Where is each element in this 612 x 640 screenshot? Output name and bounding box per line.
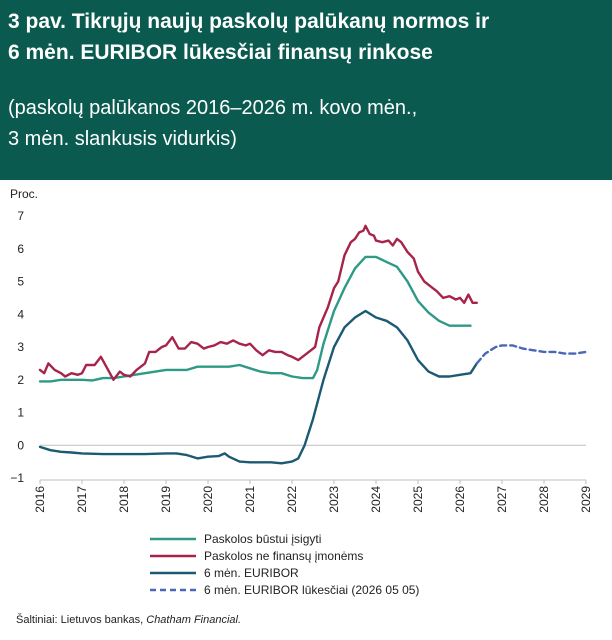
- x-tick-label: 2023: [327, 486, 341, 513]
- x-tick-label: 2027: [495, 486, 509, 513]
- x-tick-label: 2019: [159, 486, 173, 513]
- y-axis-label: Proc.: [10, 187, 38, 201]
- legend-label-4: 6 mėn. EURIBOR lūkesčiai (2026 05 05): [204, 583, 419, 597]
- chart-subtitle: (paskolų palūkanos 2016–2026 m. kovo mėn…: [8, 93, 604, 155]
- y-tick-label: −1: [10, 471, 24, 485]
- y-tick-label: 7: [17, 209, 24, 223]
- subtitle-line-1: (paskolų palūkanos 2016–2026 m. kovo mėn…: [8, 97, 418, 119]
- x-tick-label: 2017: [75, 486, 89, 513]
- source-italic: Chatham Financial.: [146, 614, 242, 626]
- x-tick-label: 2018: [117, 486, 131, 513]
- y-tick-label: 4: [17, 307, 24, 321]
- x-tick-label: 2028: [537, 486, 551, 513]
- line-chart: Proc. −1 0 1 2 3 4 5 6 7 2016 2017 2018 2019 2020 2021 2…: [10, 187, 593, 597]
- y-tick-label: 3: [17, 340, 24, 354]
- series-line-2: [38, 224, 478, 381]
- x-tick-label: 2020: [201, 486, 215, 513]
- x-tick-label: 2016: [33, 486, 47, 513]
- x-tick-label: 2029: [579, 486, 593, 513]
- title-line-2: 6 mėn. EURIBOR lūkesčiai finansų rinkose: [8, 41, 433, 64]
- y-tick-label: 6: [17, 242, 24, 256]
- header-banner: 3 pav. Tikrųjų naujų paskolų palūkanų no…: [0, 0, 612, 180]
- x-tick-label: 2026: [453, 486, 467, 513]
- series-line-3: [38, 309, 478, 465]
- x-tick-label: 2021: [243, 486, 257, 513]
- source-prefix: Šaltiniai: Lietuvos bankas,: [16, 614, 147, 626]
- legend-label-1: Paskolos būstui įsigyti: [204, 532, 321, 546]
- y-tick-label: 0: [17, 438, 24, 452]
- y-tick-label: 2: [17, 373, 24, 387]
- x-tick-label: 2025: [411, 486, 425, 513]
- x-tick-label: 2022: [285, 486, 299, 513]
- subtitle-line-2: 3 mėn. slankusis vidurkis): [8, 128, 237, 150]
- legend-label-3: 6 mėn. EURIBOR: [204, 566, 299, 580]
- y-tick-label: 1: [17, 406, 24, 420]
- x-tick-label: 2024: [369, 486, 383, 513]
- series-line-4: [475, 344, 588, 365]
- legend-label-2: Paskolos ne finansų įmonėms: [204, 549, 363, 563]
- title-line-1: 3 pav. Tikrųjų naujų paskolų palūkanų no…: [8, 10, 490, 33]
- source-note: Šaltiniai: Lietuvos bankas, Chatham Fina…: [16, 614, 241, 626]
- chart-title: 3 pav. Tikrųjų naujų paskolų palūkanų no…: [8, 6, 604, 68]
- y-tick-label: 5: [17, 275, 24, 289]
